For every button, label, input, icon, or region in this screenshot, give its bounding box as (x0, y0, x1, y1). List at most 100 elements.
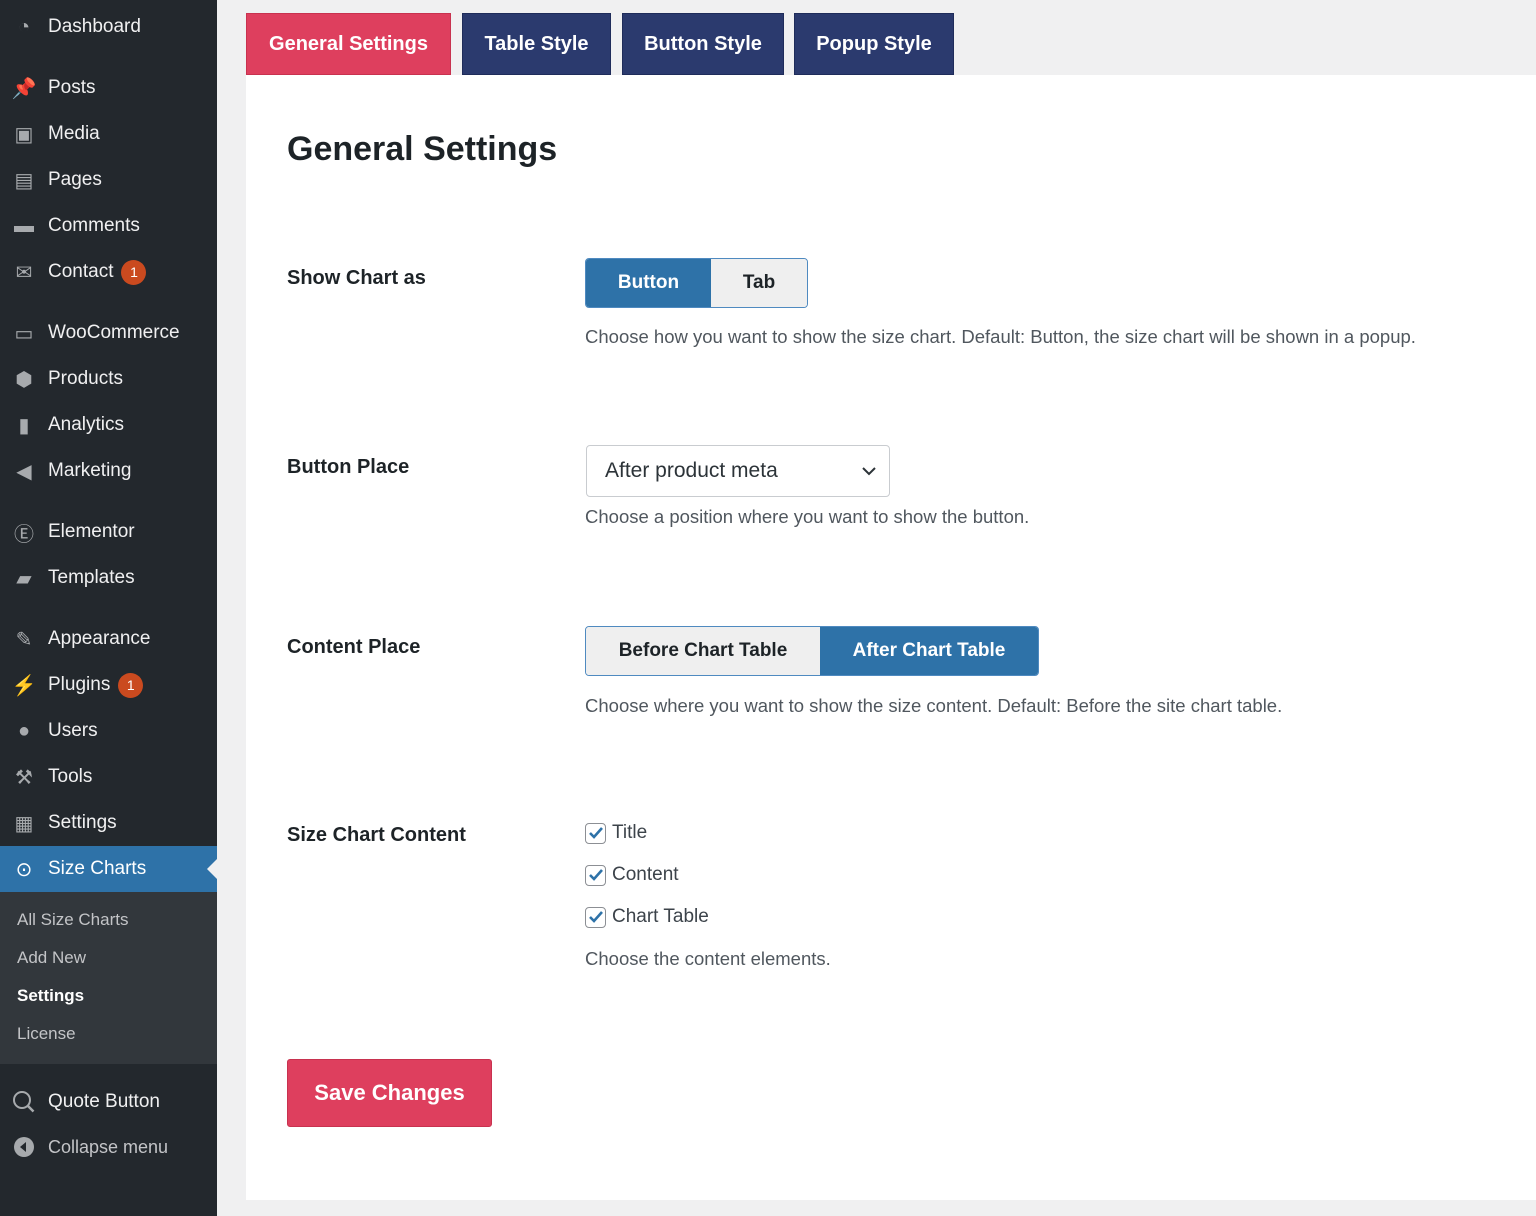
option-button[interactable]: Button (586, 259, 711, 307)
notification-badge: 1 (121, 259, 147, 285)
sidebar-item-label: Tools (48, 766, 93, 787)
content-place-description: Choose where you want to show the size c… (585, 695, 1283, 716)
button-place-label: Button Place (287, 456, 410, 478)
checkbox-title[interactable]: Title (585, 822, 647, 844)
sidebar-item-label: Quote Button (48, 1091, 160, 1112)
sidebar-item-label: Settings (48, 812, 117, 833)
settings-icon: ▦ (14, 812, 34, 835)
woo-icon: ▭ (14, 322, 34, 345)
select-value: After product meta (605, 459, 778, 482)
pages-icon: ▤ (14, 169, 34, 192)
sidebar-item-dashboard[interactable]: ◔ Dashboard (0, 5, 217, 49)
brush-icon: ✎ (15, 628, 33, 651)
sidebar-item-products[interactable]: ⬢ Products (0, 357, 217, 401)
megaphone-icon: ◀ (16, 460, 32, 483)
comment-icon: ▬ (14, 214, 34, 237)
sidebar-item-elementor[interactable]: Ⓔ Elementor (0, 510, 217, 554)
sidebar-item-posts[interactable]: 📌 Posts (0, 66, 217, 110)
collapse-icon (0, 1135, 48, 1159)
submenu-license[interactable]: License (17, 1024, 76, 1043)
plug-icon: ⚡ (11, 674, 37, 697)
wrench-icon: ⚒ (15, 766, 33, 789)
sidebar-item-templates[interactable]: ▰ Templates (0, 556, 217, 600)
sidebar-item-media[interactable]: ▣ Media (0, 112, 217, 156)
bar-chart-icon: ▮ (18, 414, 30, 437)
sidebar-item-label: Posts (48, 77, 96, 98)
tab-table-style[interactable]: Table Style (462, 13, 611, 75)
elementor-icon: Ⓔ (14, 523, 34, 546)
checkbox-checked-icon[interactable] (585, 822, 606, 844)
sidebar-item-label: Pages (48, 169, 102, 190)
checkbox-label: Content (612, 864, 679, 885)
sidebar-item-label: Marketing (48, 460, 132, 481)
mail-icon: ✉ (15, 261, 33, 284)
show-chart-description: Choose how you want to show the size cha… (585, 326, 1416, 347)
option-tab[interactable]: Tab (711, 259, 807, 307)
sidebar-item-marketing[interactable]: ◀ Marketing (0, 449, 217, 493)
sidebar-item-label: Templates (48, 567, 135, 588)
sidebar-item-label: Elementor (48, 521, 135, 542)
dashboard-icon: ◔ (17, 15, 31, 38)
button-place-description: Choose a position where you want to show… (585, 506, 1030, 527)
submenu-add-new[interactable]: Add New (17, 948, 86, 967)
sidebar-item-label: Contact (48, 261, 114, 282)
sidebar-item-pages[interactable]: ▤ Pages (0, 158, 217, 202)
sidebar-item-label: Comments (48, 215, 140, 236)
size-chart-content-description: Choose the content elements. (585, 948, 831, 969)
submenu-all-size-charts[interactable]: All Size Charts (17, 910, 129, 929)
content-place-label: Content Place (287, 636, 421, 658)
chevron-down-icon (862, 467, 876, 476)
sidebar-item-label: Products (48, 368, 123, 389)
sidebar-item-tools[interactable]: ⚒ Tools (0, 755, 217, 799)
tab-popup-style[interactable]: Popup Style (794, 13, 954, 75)
measuring-tape-icon: ⊙ (15, 858, 33, 881)
sidebar-item-quote-button[interactable]: Quote Button (0, 1080, 217, 1124)
option-before-chart-table[interactable]: Before Chart Table (586, 627, 820, 675)
sidebar-item-users[interactable]: ● Users (0, 709, 217, 753)
sidebar-item-label: Appearance (48, 628, 151, 649)
sidebar-item-contact[interactable]: ✉ Contact 1 (0, 250, 217, 294)
sidebar-item-label: Analytics (48, 414, 125, 435)
sidebar-item-label: Size Charts (48, 858, 147, 879)
option-after-chart-table[interactable]: After Chart Table (820, 627, 1038, 675)
show-chart-toggle: Button Tab (585, 258, 808, 308)
checkbox-label: Title (612, 822, 648, 843)
sidebar-item-label: Users (48, 720, 98, 741)
submenu-settings[interactable]: Settings (17, 986, 85, 1005)
settings-panel: General Settings Show Chart as Button Ta… (246, 75, 1536, 1200)
admin-sidebar: ◔ Dashboard 📌 Posts ▣ Media ▤ Pages ▬ Comments ✉ Co… (0, 0, 217, 1216)
sidebar-item-woocommerce[interactable]: ▭ WooCommerce (0, 311, 217, 355)
tab-button-style[interactable]: Button Style (622, 13, 784, 75)
quote-search-icon (0, 1090, 48, 1114)
sidebar-item-label: Media (48, 123, 100, 144)
notification-badge: 1 (118, 672, 144, 698)
sidebar-item-label: Dashboard (48, 16, 141, 37)
collapse-menu-button[interactable]: Collapse menu (0, 1125, 217, 1169)
checkbox-checked-icon[interactable] (585, 906, 606, 928)
pin-icon: 📌 (11, 77, 37, 100)
sidebar-item-analytics[interactable]: ▮ Analytics (0, 403, 217, 447)
content-place-toggle: Before Chart Table After Chart Table (585, 626, 1039, 676)
user-icon: ● (17, 719, 31, 742)
page-title: General Settings (287, 130, 558, 168)
button-place-select[interactable]: After product meta (586, 445, 890, 497)
folder-icon: ▰ (16, 567, 32, 590)
show-chart-label: Show Chart as (287, 267, 426, 289)
checkbox-checked-icon[interactable] (585, 864, 606, 886)
sidebar-item-size-charts[interactable]: ⊙ Size Charts (0, 846, 217, 892)
size-chart-content-label: Size Chart Content (287, 824, 466, 846)
sidebar-item-appearance[interactable]: ✎ Appearance (0, 617, 217, 661)
collapse-label: Collapse menu (48, 1136, 169, 1157)
sidebar-item-comments[interactable]: ▬ Comments (0, 204, 217, 248)
media-icon: ▣ (14, 123, 34, 146)
checkbox-label: Chart Table (612, 906, 709, 927)
tab-general-settings[interactable]: General Settings (246, 13, 451, 75)
size-charts-submenu: All Size Charts Add New Settings License (0, 892, 217, 1064)
save-changes-button[interactable]: Save Changes (287, 1059, 492, 1127)
sidebar-item-settings[interactable]: ▦ Settings (0, 801, 217, 845)
box-icon: ⬢ (15, 368, 33, 391)
checkbox-chart-table[interactable]: Chart Table (585, 906, 709, 928)
checkbox-content[interactable]: Content (585, 864, 679, 886)
sidebar-item-label: WooCommerce (48, 322, 180, 343)
sidebar-item-plugins[interactable]: ⚡ Plugins 1 (0, 663, 217, 707)
